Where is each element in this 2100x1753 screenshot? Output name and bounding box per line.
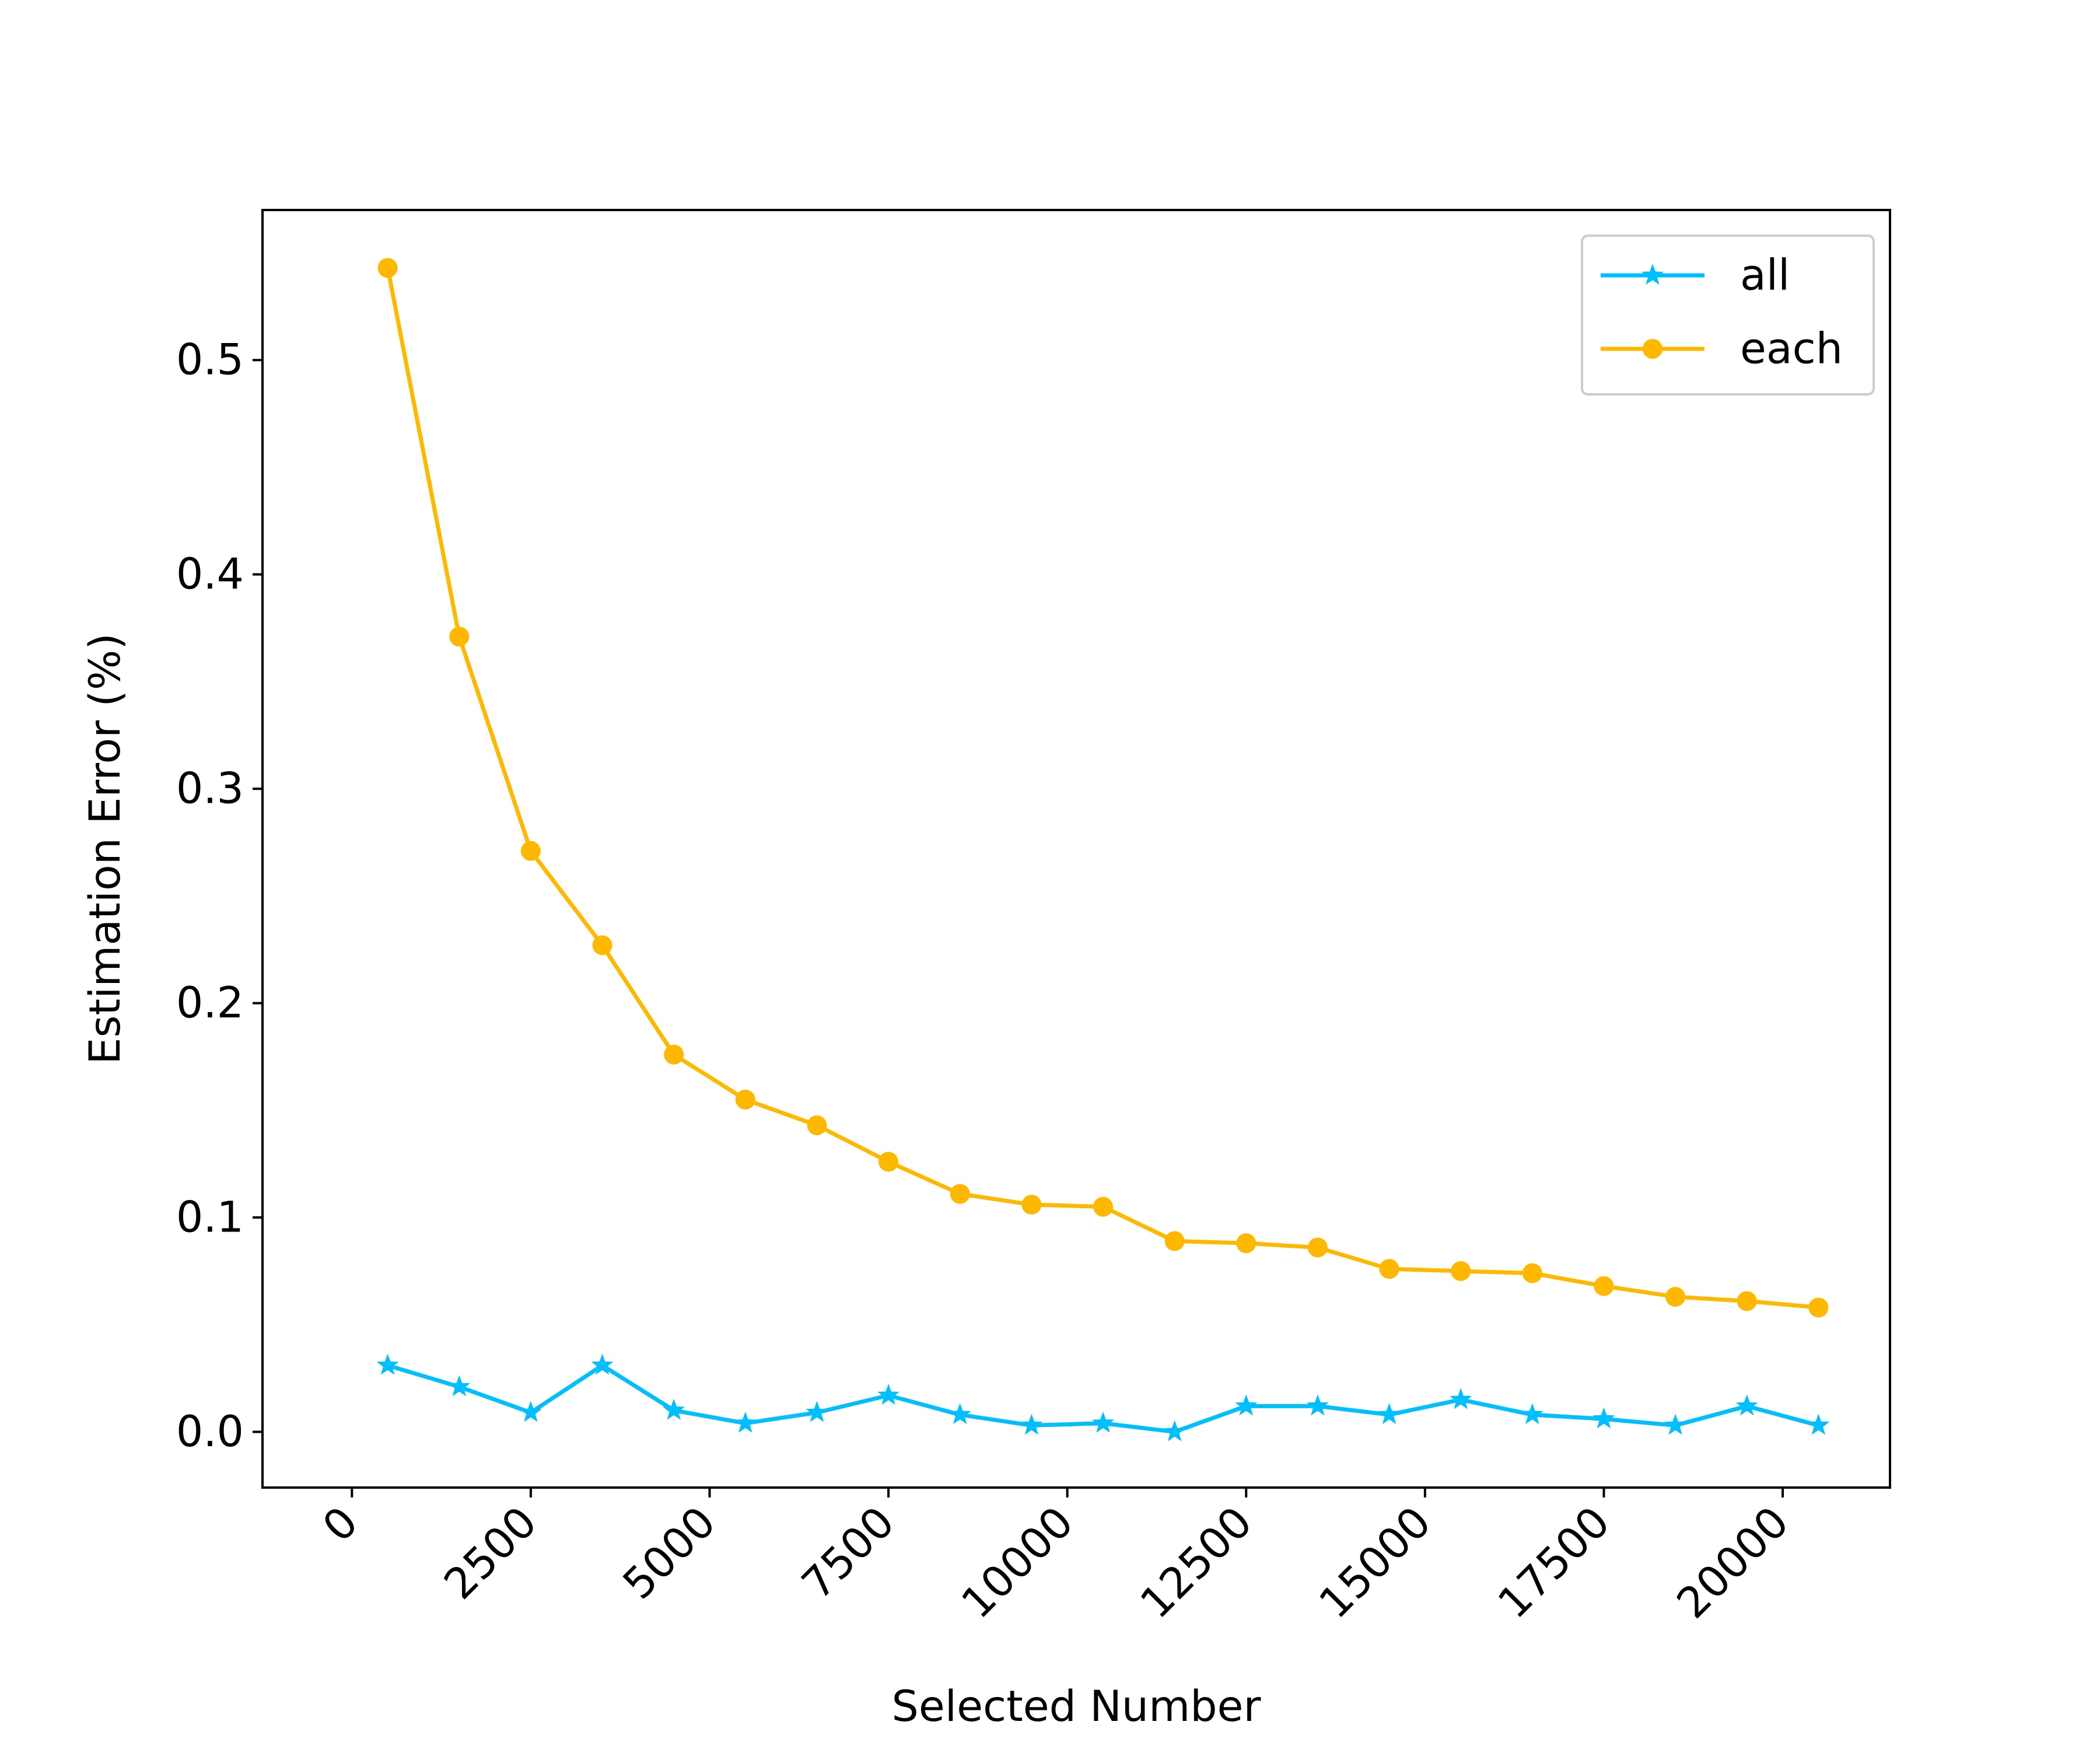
legend-marker-each <box>1643 339 1662 359</box>
data-point-all <box>519 1401 542 1422</box>
y-axis: 0.0 0.1 0.2 0.3 0.4 0.5 <box>176 335 262 1457</box>
data-point-each <box>1164 1231 1185 1251</box>
data-point-all <box>949 1403 971 1425</box>
data-point-all <box>448 1375 471 1397</box>
data-point-each <box>1236 1233 1256 1254</box>
y-tick-label: 0.1 <box>176 1193 244 1243</box>
data-point-each <box>1093 1196 1113 1217</box>
data-point-each <box>1665 1286 1686 1307</box>
data-point-each <box>520 841 541 861</box>
y-tick-label: 0.0 <box>176 1407 244 1457</box>
data-point-each <box>1307 1237 1328 1258</box>
data-point-all <box>1163 1420 1186 1441</box>
y-tick-label: 0.3 <box>176 764 244 814</box>
data-point-each <box>878 1152 899 1172</box>
data-point-all <box>1735 1394 1758 1416</box>
data-point-all <box>1378 1403 1401 1425</box>
legend-label-all: all <box>1740 251 1790 300</box>
data-point-each <box>1737 1291 1757 1311</box>
data-point-all <box>877 1384 900 1405</box>
data-point-each <box>1021 1194 1042 1215</box>
data-point-all <box>1020 1413 1043 1435</box>
y-tick-label: 0.4 <box>176 550 244 599</box>
data-point-all <box>806 1401 828 1422</box>
data-point-all <box>376 1353 399 1375</box>
data-point-each <box>592 935 612 956</box>
legend-label-each: each <box>1740 324 1843 374</box>
data-point-each <box>1594 1276 1614 1296</box>
data-point-all <box>1092 1411 1114 1433</box>
data-point-each <box>664 1044 684 1065</box>
data-point-all <box>591 1353 614 1375</box>
data-point-each <box>1451 1261 1471 1281</box>
y-tick-label: 0.2 <box>176 978 244 1028</box>
data-point-each <box>377 258 398 278</box>
data-point-all <box>734 1411 757 1433</box>
legend: all each <box>1581 235 1875 396</box>
data-point-each <box>735 1089 755 1110</box>
y-tick-label: 0.5 <box>176 335 244 385</box>
series-layer <box>376 258 1830 1441</box>
legend-marker-all <box>1642 264 1664 285</box>
y-axis-label: Estimation Error (%) <box>80 633 130 1064</box>
data-point-all <box>1235 1394 1258 1416</box>
data-point-all <box>1664 1413 1687 1435</box>
data-point-all <box>1592 1407 1615 1429</box>
data-point-each <box>449 627 470 647</box>
data-point-each <box>950 1184 970 1204</box>
data-point-all <box>1306 1394 1329 1416</box>
plot-frame <box>261 209 1891 1489</box>
data-point-each <box>1522 1263 1542 1283</box>
data-point-all <box>663 1398 685 1420</box>
data-point-all <box>1521 1403 1544 1425</box>
x-axis-label: Selected Number <box>892 1682 1262 1731</box>
data-point-each <box>1808 1297 1829 1318</box>
data-point-each <box>1379 1259 1399 1279</box>
data-point-each <box>807 1115 827 1136</box>
data-point-all <box>1807 1413 1830 1435</box>
data-point-all <box>1450 1388 1472 1409</box>
